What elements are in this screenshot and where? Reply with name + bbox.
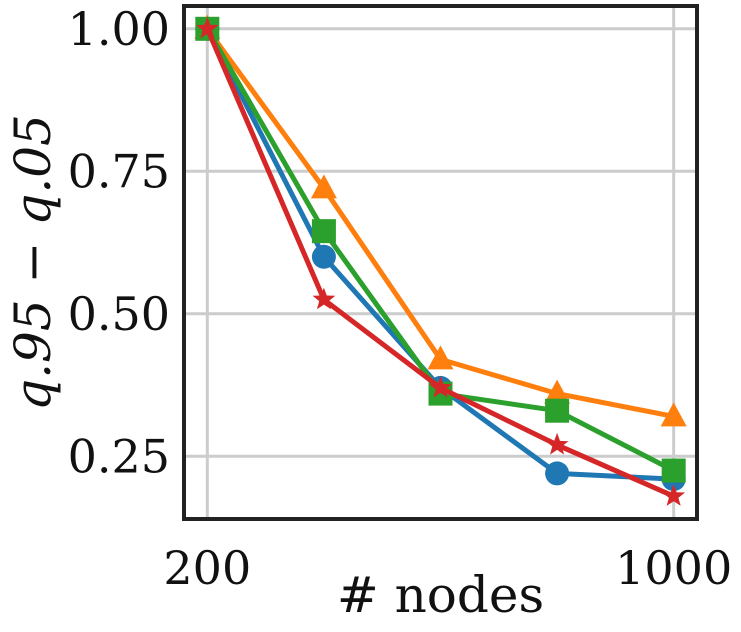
series-line: [205, 27, 674, 482]
data-point: [661, 458, 686, 483]
data-point: [545, 398, 570, 423]
data-point: [545, 461, 570, 486]
data-point: [545, 432, 569, 455]
x-tick-labels: 200 1000: [163, 541, 732, 595]
data-point: [311, 219, 336, 244]
y-tick-label: 0.50: [68, 287, 170, 341]
data-point: [310, 174, 337, 199]
data-point: [312, 287, 336, 310]
y-tick-label: 0.25: [68, 429, 170, 483]
series-circle: [195, 16, 686, 492]
data-point: [660, 402, 687, 427]
data-point: [427, 345, 454, 370]
data-point: [662, 484, 686, 506]
data-point: [544, 379, 571, 404]
series-square: [195, 16, 686, 483]
x-axis-label: # nodes: [337, 566, 544, 624]
x-tick-label: 1000: [615, 541, 732, 595]
y-tick-labels: 0.25 0.50 0.75 1.00: [68, 2, 170, 483]
series-layer: [194, 14, 687, 506]
series-triangle: [194, 14, 687, 427]
y-tick-label: 0.75: [68, 144, 170, 198]
y-tick-label: 1.00: [68, 2, 170, 56]
data-point: [195, 16, 219, 39]
plot-frame: [182, 4, 699, 521]
series-line: [205, 27, 675, 499]
data-point: [311, 244, 336, 269]
data-point: [429, 375, 452, 398]
x-tick-label: 200: [163, 541, 251, 595]
y-axis-label: q.95 − q.05: [4, 114, 62, 411]
series-star: [195, 16, 686, 506]
